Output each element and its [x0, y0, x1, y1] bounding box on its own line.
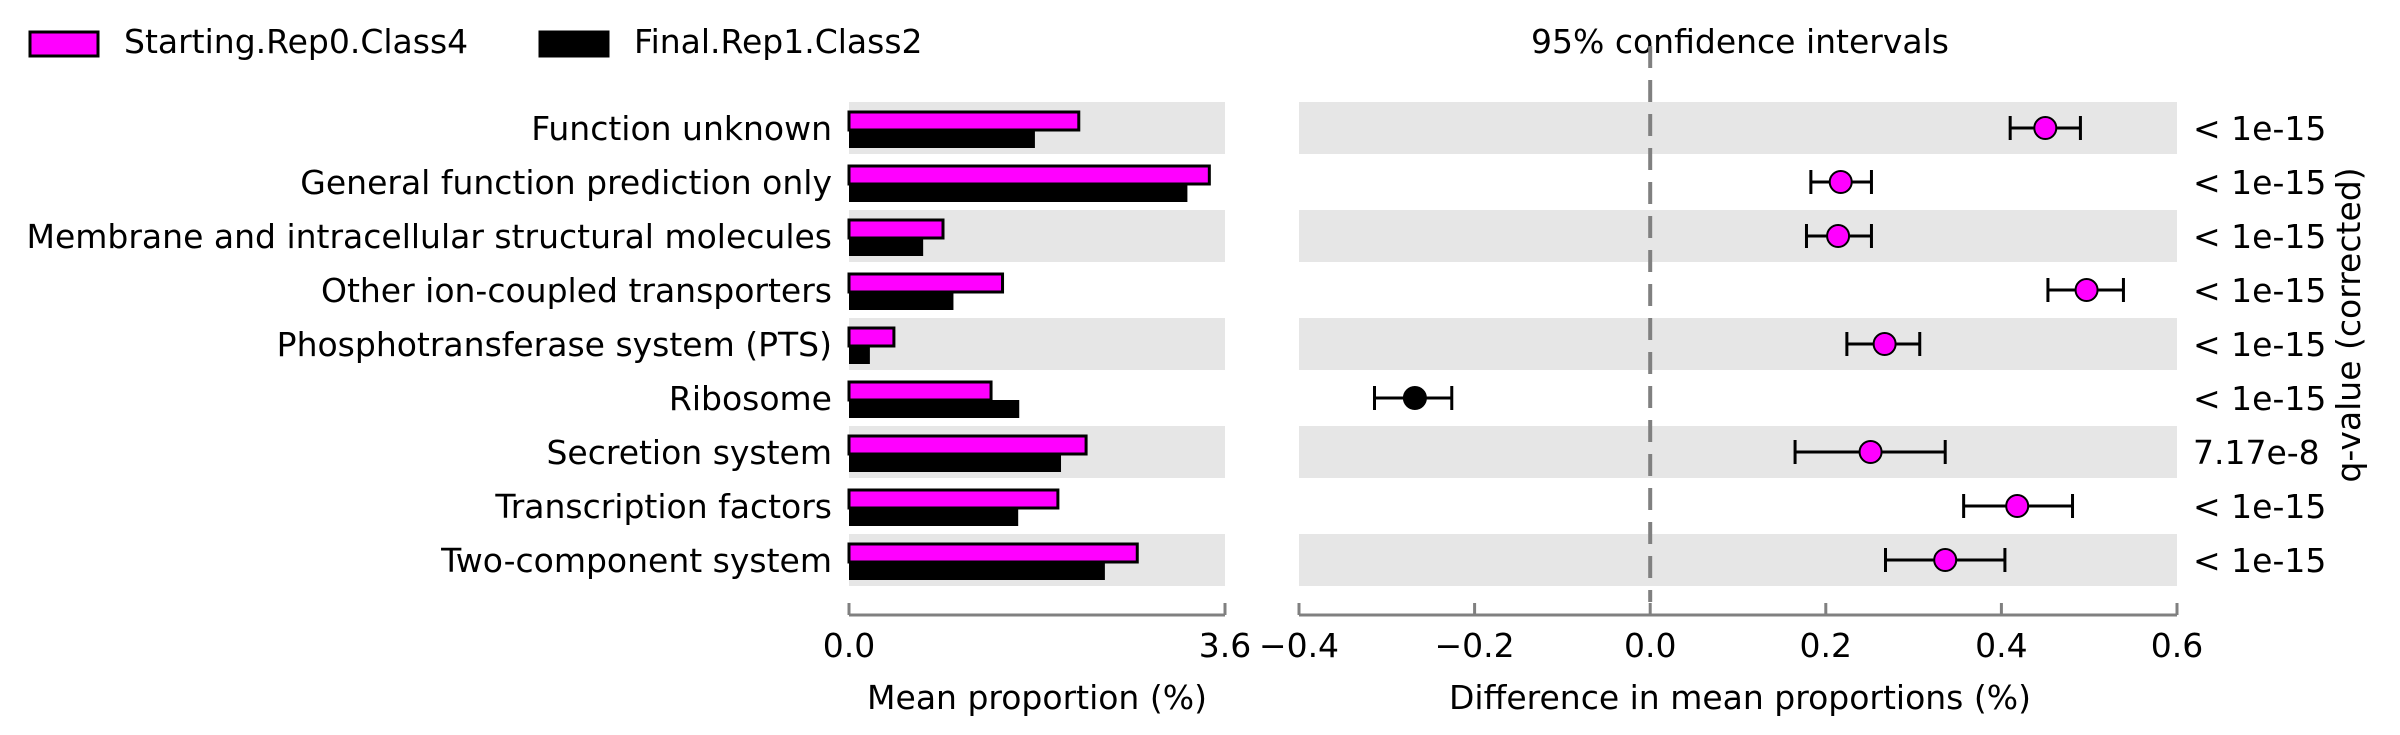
category-label: Function unknown: [531, 109, 832, 148]
q-value-label: < 1e-15: [2193, 487, 2326, 526]
x-tick-label: 3.6: [1199, 626, 1251, 665]
bar-starting: [847, 380, 993, 402]
plot-title: 95% confidence intervals: [1531, 22, 1949, 61]
category-label: Membrane and intracellular structural mo…: [27, 217, 833, 256]
bars: [847, 110, 1211, 580]
mean-difference-point: [2005, 494, 2030, 518]
q-value-label: 7.17e-8: [2193, 433, 2320, 472]
x-axis-label: Mean proportion (%): [867, 678, 1207, 717]
row-band: [849, 318, 1225, 370]
x-tick-label: 0.6: [2151, 626, 2203, 665]
category-label: General function prediction only: [300, 163, 832, 202]
mean-difference-point: [2033, 116, 2058, 140]
bar-starting: [847, 272, 1005, 294]
q-value-label: < 1e-15: [2193, 325, 2326, 364]
q-value-label: < 1e-15: [2193, 109, 2326, 148]
category-label: Phosphotransferase system (PTS): [277, 325, 832, 364]
x-tick-label: −0.2: [1435, 626, 1515, 665]
bar-starting: [847, 110, 1081, 132]
category-label: Ribosome: [669, 379, 832, 418]
mean-difference-point: [2074, 278, 2099, 302]
q-value-axis-label: q-value (corrected): [2329, 167, 2368, 482]
x-tick-label: 0.2: [1800, 626, 1852, 665]
mean-difference-point: [1858, 440, 1883, 464]
q-values: < 1e-15 < 1e-15 < 1e-15 < 1e-15 < 1e-15 < 1e-…: [2193, 109, 2326, 580]
mean-proportion-bar-chart: Function unknown General function predict…: [27, 102, 1251, 717]
difference-ci-plot: 95% confidence intervals < 1e-15< 1e-15<…: [1259, 22, 2368, 717]
bar-starting: [847, 434, 1088, 456]
legend: Starting.Rep0.Class4 Final.Rep1.Class2: [28, 22, 923, 61]
q-value-label: < 1e-15: [2193, 217, 2326, 256]
legend-label-starting: Starting.Rep0.Class4: [124, 22, 468, 61]
bar-final: [849, 400, 1020, 418]
bar-final: [849, 292, 954, 310]
bar-starting: [847, 488, 1060, 510]
category-label: Other ion-coupled transporters: [321, 271, 832, 310]
x-ticks: 0.0 3.6: [823, 603, 1251, 665]
category-label: Transcription factors: [494, 487, 832, 526]
x-tick-label: −0.4: [1259, 626, 1339, 665]
mean-difference-point: [1872, 332, 1897, 356]
bar-final: [849, 454, 1062, 472]
legend-swatch-final: [538, 30, 610, 58]
row-band: [1299, 534, 2177, 586]
x-tick-label: 0.4: [1975, 626, 2027, 665]
x-tick-label: 0.0: [823, 626, 875, 665]
q-value-label: < 1e-15: [2193, 379, 2326, 418]
bar-final: [849, 238, 924, 256]
bar-starting: [847, 326, 896, 348]
bar-starting: [847, 218, 945, 240]
mean-difference-point: [1828, 170, 1853, 194]
bar-final: [849, 130, 1035, 148]
x-ticks: −0.4 −0.2 0.0 0.2 0.4 0.6: [1259, 603, 2203, 665]
bar-final: [849, 508, 1019, 526]
bar-starting: [847, 542, 1139, 564]
mean-difference-point: [1933, 548, 1958, 572]
legend-label-final: Final.Rep1.Class2: [634, 22, 923, 61]
row-shading: [1299, 102, 2177, 586]
category-label: Secretion system: [546, 433, 832, 472]
bar-starting: [847, 164, 1211, 186]
mean-difference-point: [1402, 386, 1427, 410]
bar-final: [849, 184, 1188, 202]
bar-final: [849, 346, 870, 364]
category-label: Two-component system: [440, 541, 832, 580]
q-value-label: < 1e-15: [2193, 541, 2326, 580]
legend-swatch-starting: [28, 30, 100, 58]
bar-final: [849, 562, 1105, 580]
q-value-label: < 1e-15: [2193, 163, 2326, 202]
q-value-label: < 1e-15: [2193, 271, 2326, 310]
category-labels: Function unknown General function predict…: [27, 109, 833, 580]
points: [1373, 116, 2125, 572]
row-band: [1299, 318, 2177, 370]
row-band: [1299, 210, 2177, 262]
x-axis-label: Difference in mean proportions (%): [1449, 678, 2031, 717]
x-tick-label: 0.0: [1624, 626, 1676, 665]
row-band: [1299, 426, 2177, 478]
mean-difference-point: [1826, 224, 1851, 248]
